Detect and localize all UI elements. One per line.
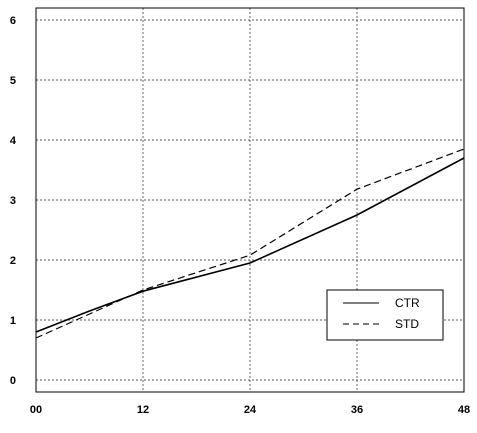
y-tick-label: 3 bbox=[10, 195, 16, 207]
series-line-std bbox=[35, 148, 465, 339]
series-layer bbox=[35, 148, 465, 339]
y-tick-label: 5 bbox=[10, 75, 16, 87]
x-tick-label: 48 bbox=[458, 404, 470, 416]
legend: CTR STD bbox=[326, 289, 444, 341]
x-tick-label: 12 bbox=[137, 404, 149, 416]
y-tick-label: 0 bbox=[10, 375, 16, 387]
x-tick-label: 00 bbox=[30, 404, 42, 416]
legend-box bbox=[326, 289, 444, 341]
plot-frame bbox=[35, 7, 465, 393]
x-tick-label: 24 bbox=[244, 404, 257, 416]
y-tick-label: 2 bbox=[10, 255, 16, 267]
legend-std-label: STD bbox=[395, 317, 419, 331]
y-tick-label: 6 bbox=[10, 15, 16, 27]
legend-ctr-label: CTR bbox=[395, 296, 420, 310]
y-tick-label: 4 bbox=[10, 135, 17, 147]
x-tick-label: 36 bbox=[351, 404, 363, 416]
y-tick-label: 1 bbox=[10, 315, 16, 327]
series-line-ctr bbox=[35, 157, 465, 333]
